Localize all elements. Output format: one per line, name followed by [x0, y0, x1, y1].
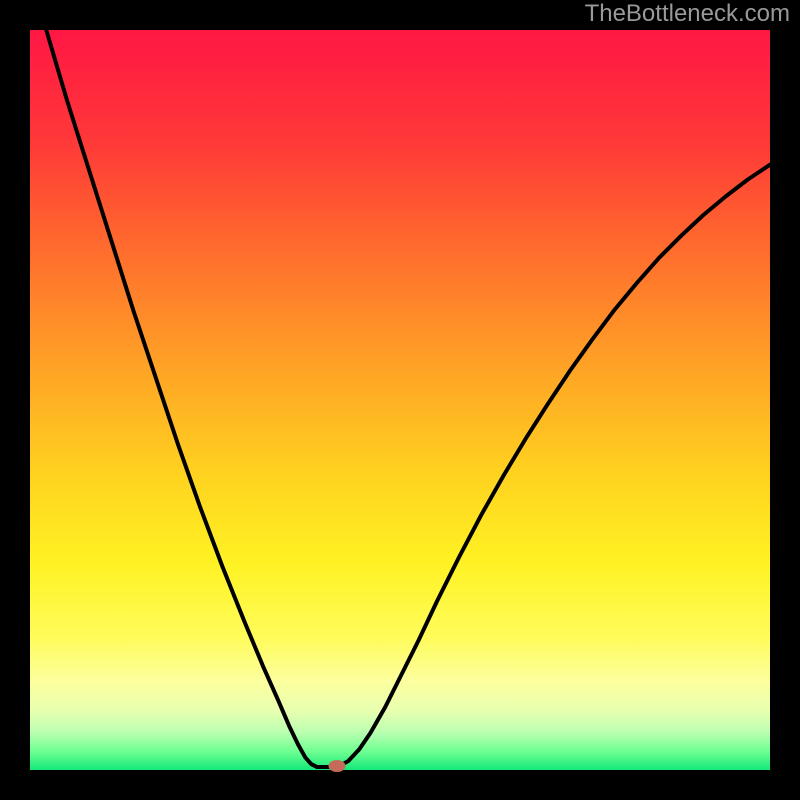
watermark-text: TheBottleneck.com [585, 0, 790, 28]
curve-layer [30, 30, 770, 770]
optimum-marker [329, 760, 346, 772]
bottleneck-curve [46, 30, 770, 767]
plot-area [30, 30, 770, 770]
chart-frame: TheBottleneck.com [0, 0, 800, 800]
